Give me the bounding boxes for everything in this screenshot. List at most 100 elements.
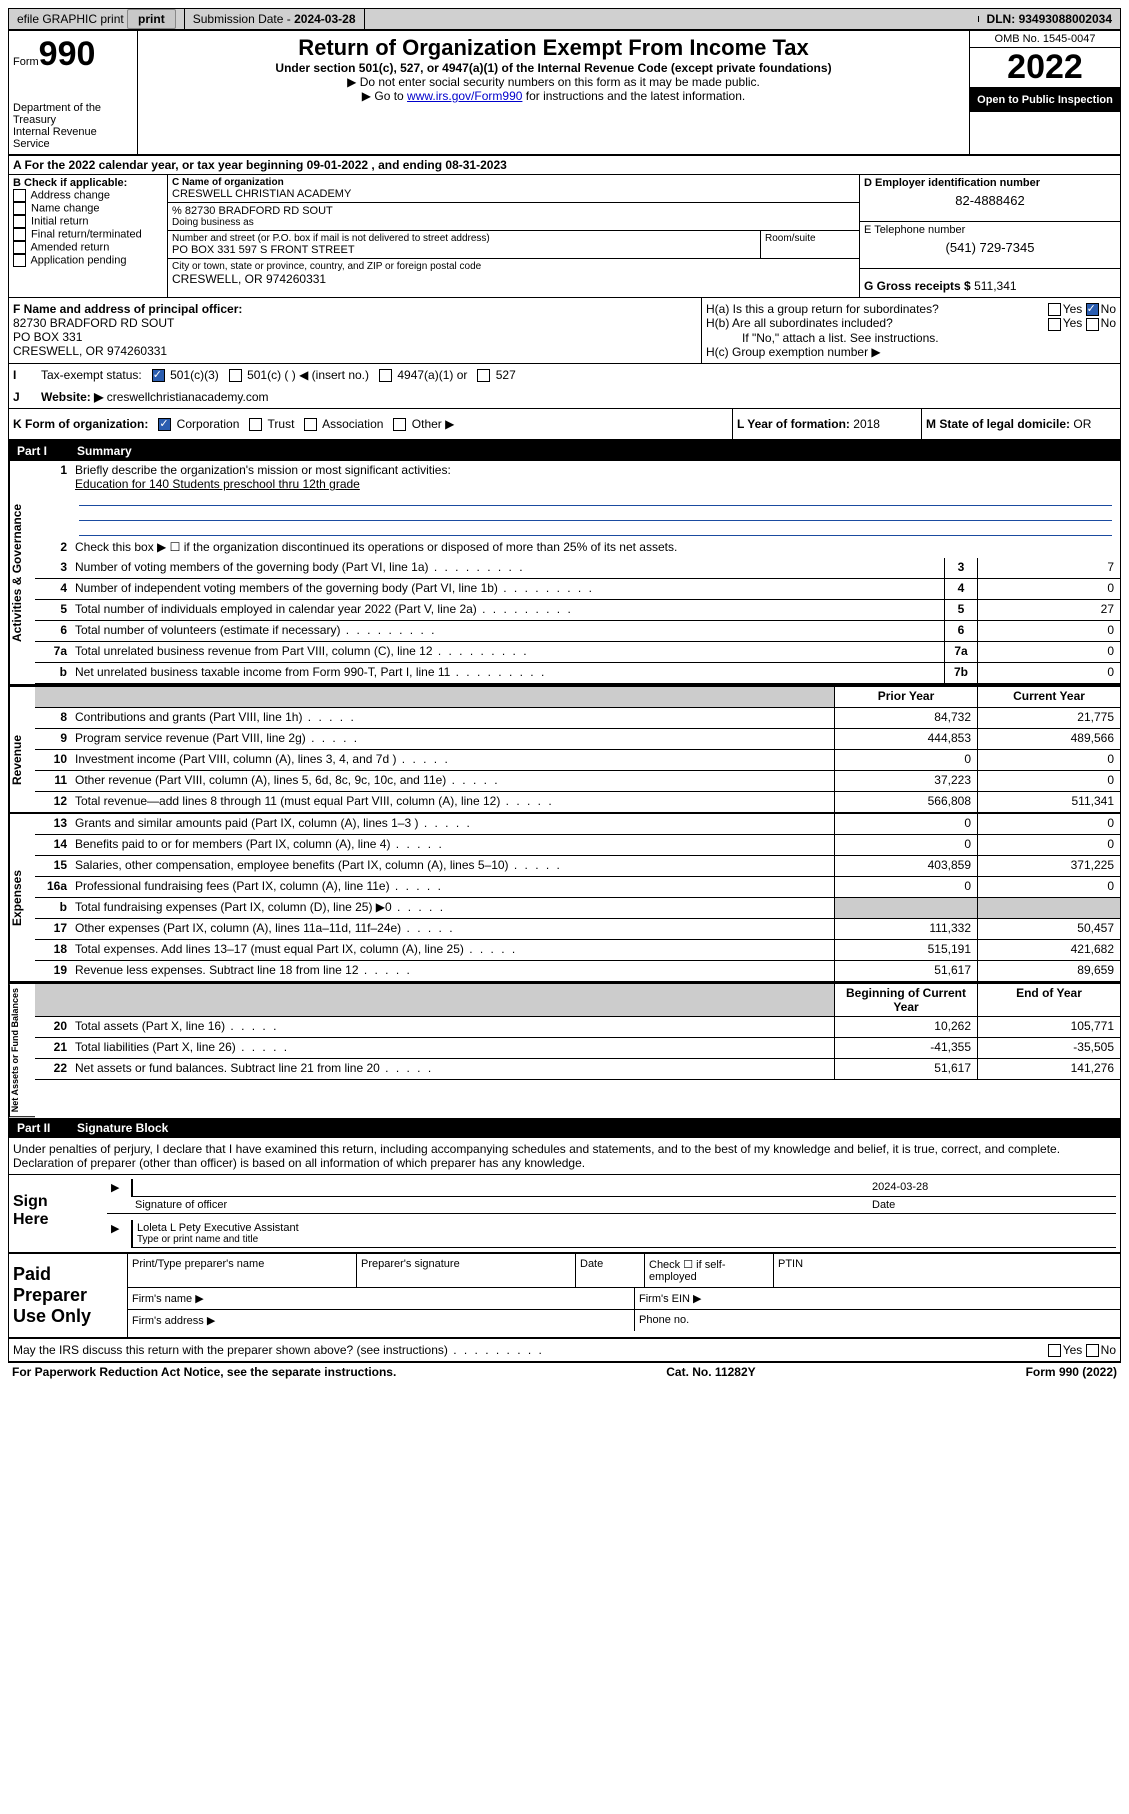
phone-label: E Telephone number [864, 224, 1116, 236]
sign-date: 2024-03-28 [868, 1179, 1116, 1196]
summary-row: b Net unrelated business taxable income … [35, 663, 1120, 685]
vert-revenue: Revenue [9, 708, 35, 813]
hb-yes-checkbox[interactable] [1048, 318, 1061, 331]
section-c: C Name of organization CRESWELL CHRISTIA… [168, 175, 860, 297]
sig-officer-label: Signature of officer [131, 1196, 868, 1213]
i-checkbox[interactable] [477, 369, 490, 382]
b-checkbox-row: Amended return [13, 241, 163, 254]
b-checkbox[interactable] [13, 189, 26, 202]
gross-value: 511,341 [974, 279, 1017, 293]
sig-date-label: Date [868, 1196, 1116, 1213]
b-checkbox[interactable] [13, 215, 26, 228]
k-checkbox[interactable] [158, 418, 171, 431]
section-j: J Website: ▶ creswellchristianacademy.co… [9, 386, 1120, 409]
block-b-through-g: B Check if applicable: Address change Na… [9, 175, 1120, 298]
summary-row: 19 Revenue less expenses. Subtract line … [35, 961, 1120, 982]
summary-row: 16a Professional fundraising fees (Part … [35, 877, 1120, 898]
summary-row: b Total fundraising expenses (Part IX, c… [35, 898, 1120, 919]
i-checkbox[interactable] [379, 369, 392, 382]
irs-label: Internal Revenue Service [13, 126, 133, 150]
discuss-row: May the IRS discuss this return with the… [9, 1339, 1120, 1362]
b-checkbox[interactable] [13, 228, 26, 241]
b-checkbox-row: Address change [13, 189, 163, 202]
arrow-icon: ▶ [107, 1220, 133, 1248]
summary-row: 8 Contributions and grants (Part VIII, l… [35, 708, 1120, 729]
part-1-header: Part I Summary [9, 441, 1120, 461]
mission-text: Education for 140 Students preschool thr… [75, 477, 360, 491]
firm-phone-label: Phone no. [635, 1310, 1120, 1331]
b-checkbox-row: Name change [13, 202, 163, 215]
discuss-no-checkbox[interactable] [1086, 1344, 1099, 1357]
k-checkbox[interactable] [304, 418, 317, 431]
preparer-block: Paid Preparer Use Only Print/Type prepar… [9, 1254, 1120, 1339]
k-label: K Form of organization: [13, 417, 148, 431]
open-inspection: Open to Public Inspection [970, 88, 1120, 112]
q2-text: Check this box ▶ ☐ if the organization d… [71, 538, 1120, 558]
discuss-yes-checkbox[interactable] [1048, 1344, 1061, 1357]
submission-date: Submission Date - 2024-03-28 [185, 9, 365, 29]
org-name: CRESWELL CHRISTIAN ACADEMY [172, 188, 855, 200]
summary-row: 4 Number of independent voting members o… [35, 579, 1120, 600]
summary-row: 3 Number of voting members of the govern… [35, 558, 1120, 579]
b-checkbox[interactable] [13, 202, 26, 215]
tax-year: 2022 [970, 48, 1120, 88]
city-state-zip: CRESWELL, OR 974260331 [172, 272, 855, 286]
summary-row: 10 Investment income (Part VIII, column … [35, 750, 1120, 771]
hdr-prior: Prior Year [834, 687, 977, 707]
l-value: 2018 [853, 417, 880, 431]
form-ref: Form 990 (2022) [1026, 1365, 1117, 1379]
form-subtitle: Under section 501(c), 527, or 4947(a)(1)… [142, 61, 965, 75]
signature-block: Sign Here ▶ 2024-03-28 Signature of offi… [9, 1175, 1120, 1254]
b-checkbox-row: Final return/terminated [13, 228, 163, 241]
vert-spacer [9, 687, 35, 708]
room-label: Room/suite [761, 231, 859, 258]
summary-row: 20 Total assets (Part X, line 16) 10,262… [35, 1017, 1120, 1038]
top-bar: efile GRAPHIC print print Submission Dat… [8, 8, 1121, 30]
part-2-header: Part II Signature Block [9, 1118, 1120, 1138]
i-checkbox[interactable] [152, 369, 165, 382]
b-checkbox-row: Initial return [13, 215, 163, 228]
instr-2: ▶ Go to www.irs.gov/Form990 for instruct… [142, 89, 965, 103]
ha-no-checkbox[interactable] [1086, 303, 1099, 316]
ha-yes-checkbox[interactable] [1048, 303, 1061, 316]
penalties-text: Under penalties of perjury, I declare th… [9, 1138, 1120, 1175]
summary-row: 17 Other expenses (Part IX, column (A), … [35, 919, 1120, 940]
h-b-note: If "No," attach a list. See instructions… [706, 331, 1116, 345]
h-c: H(c) Group exemption number ▶ [706, 345, 1116, 359]
prep-h5: PTIN [774, 1254, 1120, 1287]
section-b: B Check if applicable: Address change Na… [9, 175, 168, 297]
gross-label: G Gross receipts $ [864, 279, 971, 293]
summary-row: 12 Total revenue—add lines 8 through 11 … [35, 792, 1120, 813]
line-a: A For the 2022 calendar year, or tax yea… [9, 156, 1120, 175]
instr-1: ▶ Do not enter social security numbers o… [142, 75, 965, 89]
form-title: Return of Organization Exempt From Incom… [142, 35, 965, 61]
paperwork-notice: For Paperwork Reduction Act Notice, see … [12, 1365, 396, 1379]
phone-value: (541) 729-7345 [864, 240, 1116, 255]
footer-line: For Paperwork Reduction Act Notice, see … [8, 1363, 1121, 1381]
officer-line3: CRESWELL, OR 974260331 [13, 344, 167, 358]
b-checkbox[interactable] [13, 254, 26, 267]
dba-label: Doing business as [172, 217, 855, 228]
prep-h4: Check ☐ if self-employed [645, 1254, 774, 1287]
prep-h1: Print/Type preparer's name [128, 1254, 357, 1287]
i-checkbox[interactable] [229, 369, 242, 382]
officer-label: F Name and address of principal officer: [13, 302, 242, 316]
ein-label: D Employer identification number [864, 177, 1040, 189]
dept-label: Department of the Treasury [13, 102, 133, 126]
k-checkbox[interactable] [393, 418, 406, 431]
form-header: Form990 Department of the Treasury Inter… [9, 31, 1120, 156]
m-label: M State of legal domicile: [926, 417, 1070, 431]
m-value: OR [1073, 417, 1091, 431]
hdr-end: End of Year [977, 984, 1120, 1016]
street-address: PO BOX 331 597 S FRONT STREET [172, 244, 756, 256]
hb-no-checkbox[interactable] [1086, 318, 1099, 331]
summary-row: 11 Other revenue (Part VIII, column (A),… [35, 771, 1120, 792]
addr-label: Number and street (or P.O. box if mail i… [172, 233, 756, 244]
vert-expenses: Expenses [9, 814, 35, 982]
form990-link[interactable]: www.irs.gov/Form990 [407, 89, 522, 103]
b-checkbox[interactable] [13, 241, 26, 254]
summary-row: 13 Grants and similar amounts paid (Part… [35, 814, 1120, 835]
summary-row: 18 Total expenses. Add lines 13–17 (must… [35, 940, 1120, 961]
print-button[interactable]: print [127, 9, 176, 29]
k-checkbox[interactable] [249, 418, 262, 431]
